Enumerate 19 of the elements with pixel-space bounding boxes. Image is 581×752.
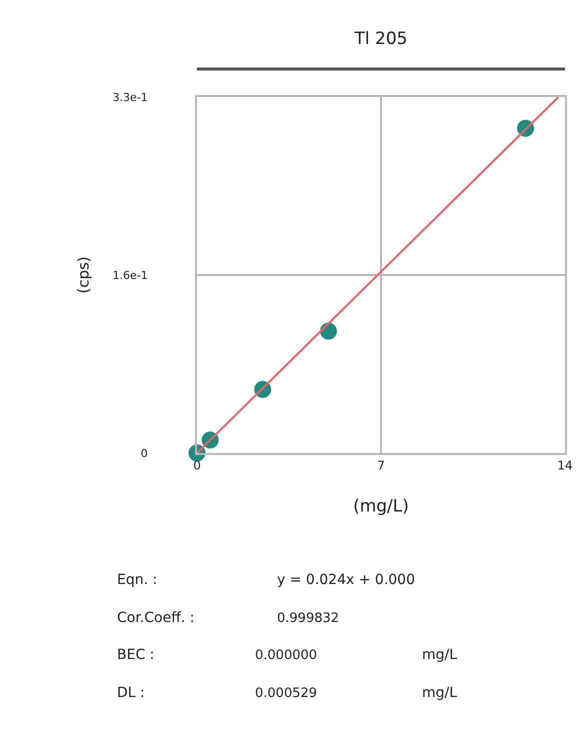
text: 0.999832 (277, 611, 340, 626)
y-tick-label: 1.6e-1 (112, 268, 148, 282)
text: mg/L (422, 685, 458, 701)
text: mg/L (422, 647, 458, 663)
text: Cor.Coeff. : (117, 610, 194, 626)
x-tick-label: 0 (193, 458, 201, 472)
y-axis-title: (cps) (74, 256, 92, 294)
text: y = 0.024x + 0.000 (277, 572, 415, 588)
text: DL : (117, 685, 145, 701)
text: BEC : (117, 647, 154, 663)
y-tick-label: 3.3e-1 (112, 90, 148, 104)
x-axis-title: (mg/L) (353, 496, 409, 516)
x-tick-label: 14 (557, 458, 573, 472)
text: 0.000000 (255, 648, 318, 663)
text: Eqn. : (117, 572, 158, 588)
chart-title: Tl 205 (354, 28, 408, 49)
x-tick-label: 7 (377, 458, 385, 472)
text: 0.000529 (255, 686, 318, 701)
y-tick-label: 0 (140, 446, 148, 460)
